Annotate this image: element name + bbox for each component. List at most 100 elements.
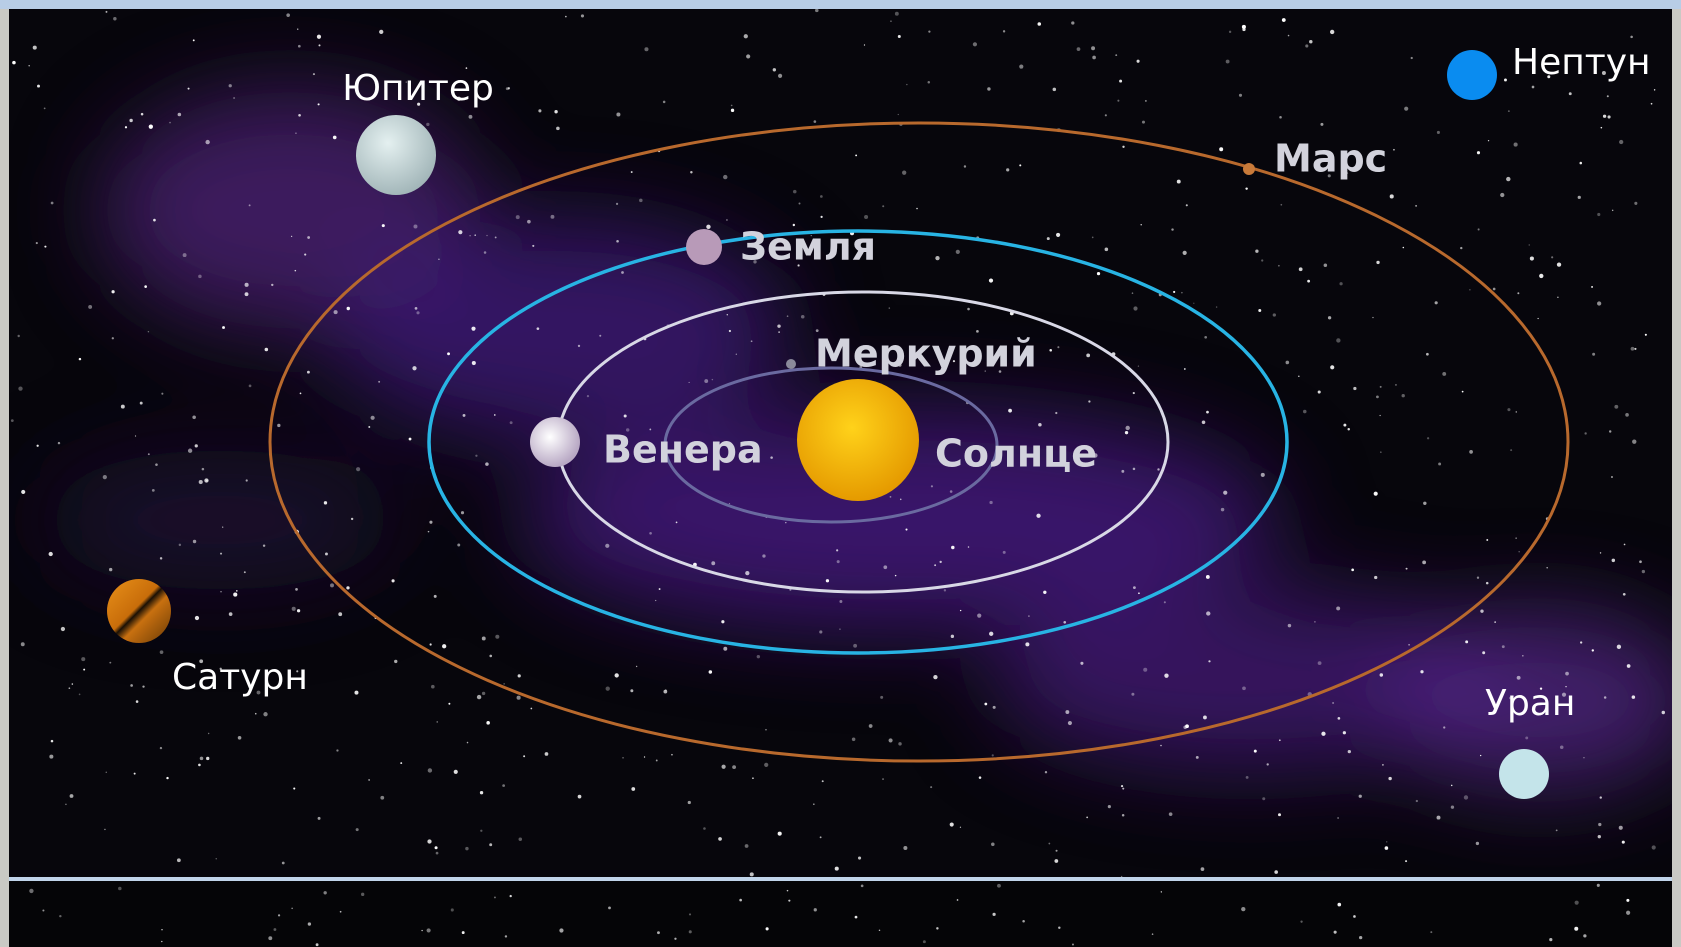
star (1405, 860, 1407, 862)
mars-label: Марс (1274, 137, 1387, 181)
star (273, 928, 276, 931)
star (291, 908, 292, 909)
star (1054, 859, 1058, 863)
star (394, 660, 397, 663)
star (956, 250, 960, 254)
star (1639, 560, 1642, 563)
star (297, 29, 298, 30)
earth-label: Земля (740, 225, 876, 269)
star (935, 256, 939, 260)
star (928, 30, 930, 32)
star (318, 44, 320, 46)
star (1216, 306, 1218, 308)
star (622, 757, 623, 758)
star (415, 307, 418, 310)
star (135, 435, 136, 436)
star (964, 165, 966, 167)
star (480, 830, 482, 832)
star (1288, 35, 1290, 37)
star (1654, 89, 1655, 90)
star (338, 612, 342, 616)
star (709, 670, 712, 673)
star (346, 586, 349, 589)
star (1097, 272, 1100, 275)
star (778, 331, 779, 332)
star (286, 13, 290, 17)
star (1119, 80, 1122, 83)
star (510, 895, 512, 897)
star (263, 544, 265, 546)
star (1435, 301, 1438, 304)
star (160, 650, 164, 654)
star (987, 87, 990, 90)
star (723, 175, 727, 179)
star (28, 65, 29, 66)
star (879, 930, 880, 931)
star (889, 307, 890, 308)
star (148, 331, 149, 332)
star (1056, 850, 1058, 852)
star (1185, 724, 1189, 728)
star (1318, 390, 1321, 393)
star (992, 913, 995, 916)
star (916, 208, 918, 210)
star (853, 644, 857, 648)
star (656, 760, 658, 762)
star (1279, 116, 1282, 119)
star (690, 171, 692, 173)
star (1181, 292, 1183, 294)
star (106, 11, 108, 13)
star (1223, 491, 1227, 495)
star (1160, 745, 1162, 747)
star (111, 290, 114, 293)
star (249, 204, 251, 206)
star (469, 235, 470, 236)
star (1324, 263, 1328, 267)
star (361, 893, 364, 896)
star (578, 795, 582, 799)
star (1183, 251, 1187, 255)
star (382, 224, 385, 227)
star (1404, 107, 1408, 111)
star (1380, 386, 1382, 388)
star (1245, 187, 1247, 189)
star (745, 571, 749, 575)
star (1173, 291, 1175, 293)
star (674, 938, 676, 940)
star (751, 340, 753, 342)
star (293, 787, 295, 789)
star (1488, 140, 1489, 141)
star (880, 696, 883, 699)
star (729, 503, 730, 504)
star (1415, 205, 1417, 207)
star (630, 689, 633, 692)
star (1612, 559, 1615, 562)
neptune (1447, 50, 1497, 100)
star (1443, 726, 1445, 728)
star (72, 683, 74, 685)
star (379, 30, 383, 34)
star (1138, 366, 1139, 367)
star (199, 480, 203, 484)
star (1122, 788, 1124, 790)
star (1406, 568, 1408, 570)
star (1133, 468, 1136, 471)
star (736, 354, 737, 355)
star (1204, 336, 1207, 339)
star (428, 768, 432, 772)
star (773, 68, 776, 71)
star (356, 467, 360, 471)
star (1226, 60, 1230, 64)
star (778, 832, 782, 836)
star (238, 736, 242, 740)
star (291, 236, 292, 237)
star (820, 836, 822, 838)
star (200, 757, 204, 761)
star (246, 479, 248, 481)
star (822, 780, 824, 782)
star (400, 762, 402, 764)
star (644, 47, 648, 51)
star (1611, 476, 1613, 478)
star (1426, 353, 1429, 356)
star (11, 419, 14, 422)
